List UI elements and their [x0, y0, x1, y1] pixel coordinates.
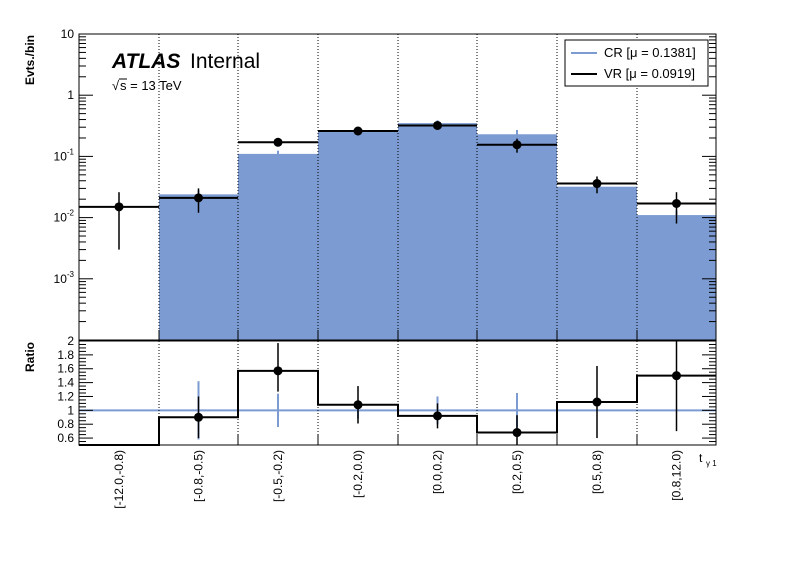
vr-point [433, 120, 442, 130]
cr-bar [557, 186, 637, 340]
x-tick-label: [0.0,0.2) [431, 450, 445, 494]
vr-point [353, 126, 363, 136]
vr-point [114, 202, 124, 212]
x-tick-label: [0.8,12.0) [670, 450, 684, 501]
y-axis-title: Evts./bin [23, 35, 37, 85]
y-tick-label: 1 [67, 88, 74, 102]
ratio-tick-label: 1 [67, 403, 74, 417]
energy-root-symbol: √ [112, 78, 120, 93]
vr-point [672, 198, 681, 208]
ratio-point [273, 366, 283, 376]
y-tick-label: 10 [61, 27, 75, 41]
ratio-point [194, 412, 203, 422]
cr-bar [477, 134, 557, 340]
x-tick-label: [-0.5,-0.2) [271, 450, 285, 502]
ratio-point [433, 411, 442, 421]
brand-label: ATLAS [111, 50, 180, 73]
legend-label-vr: VR [μ = 0.0919] [604, 66, 695, 81]
legend: CR [μ = 0.1381] VR [μ = 0.0919] [564, 39, 709, 87]
ratio-panel: 0.60.811.21.41.61.82 [57, 334, 717, 446]
cr-bar [398, 123, 477, 341]
y-tick-label: 10-2 [54, 209, 75, 225]
vr-point [592, 179, 602, 189]
vr-point [194, 193, 203, 203]
cr-bar [159, 194, 238, 340]
y-tick-label: 10-3 [54, 270, 75, 286]
brand-suffix-label: Internal [190, 50, 260, 73]
cr-bar [637, 215, 716, 340]
x-tick-label: [-0.2,0.0) [351, 450, 365, 498]
ratio-axis-title: Ratio [23, 342, 37, 372]
y-tick-label: 10-1 [54, 147, 75, 163]
ratio-point [512, 428, 522, 438]
x-tick-label: [0.5,0.8) [590, 450, 604, 494]
ratio-tick-label: 2 [67, 334, 74, 348]
ratio-point [672, 371, 681, 381]
cr-bar [238, 153, 318, 340]
ratio-tick-label: 0.6 [57, 431, 74, 445]
ratio-tick-label: 0.8 [57, 417, 74, 431]
vr-point [273, 137, 283, 147]
ratio-tick-label: 1.2 [57, 389, 74, 403]
legend-frame [564, 39, 709, 87]
ratio-tick-label: 1.8 [57, 348, 74, 362]
x-tick-label: [-12.0,-0.8) [112, 450, 126, 509]
x-axis: [-12.0,-0.8) [-0.8,-0.5) [-0.5,-0.2) [-0.2,… [78, 330, 717, 509]
ratio-point [592, 397, 602, 407]
x-axis-subscript: γ 1 [706, 459, 717, 468]
legend-label-cr: CR [μ = 0.1381] [604, 45, 696, 60]
x-tick-label: [0.2,0.5) [510, 450, 524, 494]
energy-label: s = 13 TeV [120, 78, 182, 93]
x-tick-label: [-0.8,-0.5) [192, 450, 206, 502]
vr-point [512, 140, 522, 150]
ratio-tick-label: 1.6 [57, 362, 74, 376]
ratio-tick-label: 1.4 [57, 376, 74, 390]
cr-bar [318, 132, 398, 340]
x-axis-title: t [699, 451, 703, 465]
ratio-point [353, 400, 363, 410]
